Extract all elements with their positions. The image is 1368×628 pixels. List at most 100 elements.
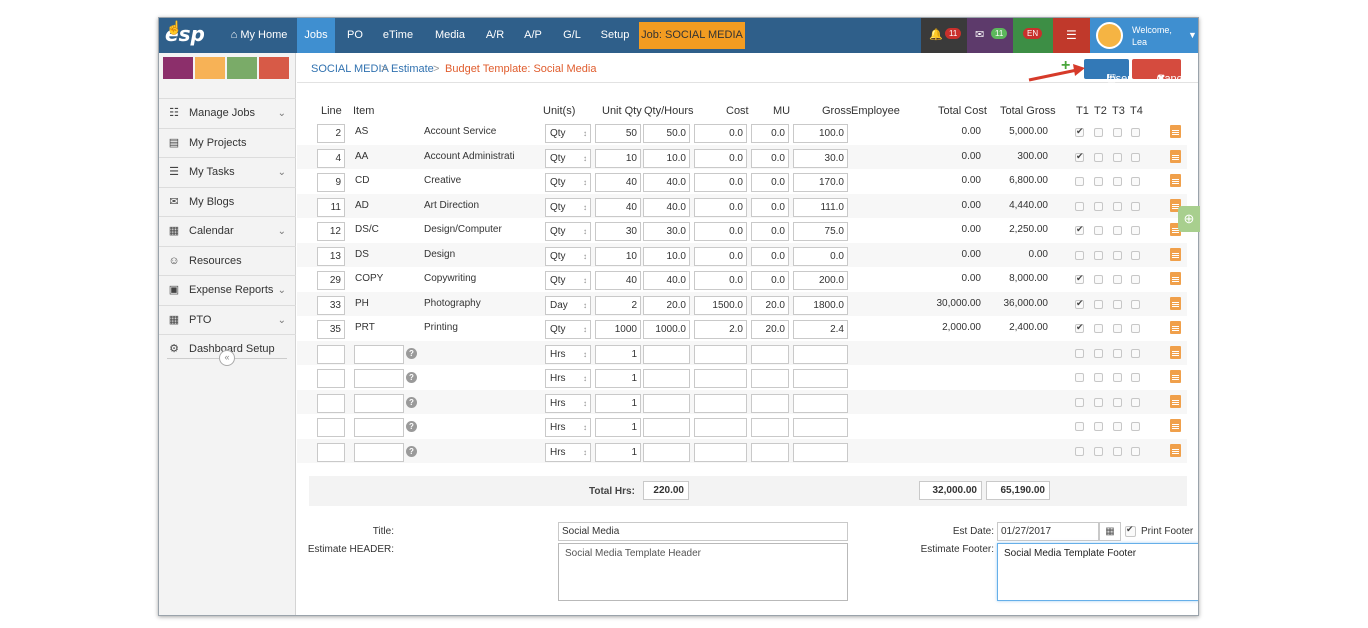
t2-checkbox[interactable] [1094, 177, 1103, 186]
t3-checkbox[interactable] [1113, 422, 1122, 431]
unit-qty-input[interactable]: 1 [595, 442, 641, 462]
est-date-input[interactable]: 01/27/2017 [997, 522, 1099, 541]
sidebar-item-my-tasks[interactable]: ☰ My Tasks ⌄ [159, 157, 296, 186]
t1-checkbox[interactable] [1075, 177, 1084, 186]
unit-qty-input[interactable]: 40 [595, 271, 641, 290]
unit-select[interactable]: Qty ↕ [545, 173, 591, 192]
nav-jobs[interactable]: Jobs [297, 18, 335, 53]
help-icon[interactable]: ? [406, 421, 417, 432]
qty-hours-input[interactable]: 40.0 [643, 197, 690, 217]
mu-input[interactable] [751, 442, 789, 462]
t1-checkbox[interactable] [1075, 298, 1084, 309]
cost-input[interactable]: 0.0 [694, 124, 747, 143]
nav-gl[interactable]: G/L [563, 29, 581, 41]
gross-input[interactable]: 0.0 [793, 246, 848, 266]
t3-checkbox[interactable] [1113, 128, 1122, 137]
t3-checkbox[interactable] [1113, 250, 1122, 260]
line-number-input[interactable] [317, 442, 345, 462]
line-number-input[interactable]: 13 [317, 246, 345, 266]
line-number-input[interactable] [317, 418, 345, 437]
mu-input[interactable] [751, 369, 789, 388]
t3-checkbox[interactable] [1113, 324, 1122, 333]
unit-select[interactable]: Qty ↕ [545, 246, 591, 266]
unit-select[interactable]: Qty ↕ [545, 271, 591, 290]
nav-po[interactable]: PO [347, 29, 363, 41]
t1-checkbox[interactable] [1075, 151, 1084, 162]
cost-input[interactable]: 0.0 [694, 246, 747, 266]
chevron-down-icon[interactable]: ⌄ [277, 285, 286, 296]
cancel-button[interactable]: ✖ Cancel [1132, 59, 1191, 85]
qty-hours-input[interactable]: 10.0 [643, 246, 690, 266]
add-line-icon[interactable]: + [1061, 57, 1071, 74]
chevron-down-icon[interactable]: ⌄ [277, 167, 286, 178]
insert-button[interactable]: 🖫 Insert [1084, 59, 1134, 85]
gross-input[interactable] [793, 344, 848, 364]
line-number-input[interactable]: 4 [317, 148, 345, 168]
unit-qty-input[interactable]: 40 [595, 173, 641, 192]
t4-checkbox[interactable] [1131, 275, 1140, 284]
mu-input[interactable]: 0.0 [751, 148, 789, 168]
unit-qty-input[interactable]: 10 [595, 246, 641, 266]
line-number-input[interactable]: 29 [317, 271, 345, 290]
swatch-green[interactable] [227, 57, 257, 79]
swatch-orange[interactable] [195, 57, 225, 79]
sidebar-item-calendar[interactable]: ▦ Calendar ⌄ [159, 216, 296, 245]
gross-input[interactable] [793, 369, 848, 388]
zoom-icon[interactable]: ⊕ [1178, 206, 1200, 232]
database-button[interactable]: ☰ [1053, 18, 1090, 53]
t4-checkbox[interactable] [1131, 250, 1140, 260]
line-number-input[interactable]: 35 [317, 320, 345, 339]
unit-select[interactable]: Hrs ↕ [545, 418, 591, 437]
swatch-red[interactable] [259, 57, 289, 79]
t3-checkbox[interactable] [1113, 275, 1122, 284]
item-code-input[interactable] [354, 442, 404, 462]
unit-select[interactable]: Qty ↕ [545, 197, 591, 217]
nav-etime[interactable]: eTime [382, 29, 414, 41]
cost-input[interactable]: 0.0 [694, 148, 747, 168]
nav-ar[interactable]: A/R [485, 29, 505, 41]
unit-select[interactable]: Day ↕ [545, 295, 591, 315]
document-icon[interactable] [1170, 394, 1181, 408]
nav-setup[interactable]: Setup [600, 29, 630, 41]
calendar-icon[interactable]: ▦ [1099, 522, 1121, 541]
t2-checkbox[interactable] [1094, 397, 1103, 407]
unit-qty-input[interactable]: 10 [595, 148, 641, 168]
t4-checkbox[interactable] [1131, 177, 1140, 186]
document-icon[interactable] [1170, 419, 1181, 432]
help-icon[interactable]: ? [406, 396, 417, 408]
document-icon[interactable] [1170, 198, 1181, 212]
qty-hours-input[interactable]: 20.0 [643, 295, 690, 315]
unit-select[interactable]: Hrs ↕ [545, 442, 591, 462]
t2-checkbox[interactable] [1094, 324, 1103, 333]
t4-checkbox[interactable] [1131, 128, 1140, 137]
sidebar-item-dashboard-setup[interactable]: ⚙ Dashboard Setup [159, 334, 296, 363]
cost-input[interactable]: 0.0 [694, 173, 747, 192]
cost-input[interactable]: 1500.0 [694, 295, 747, 315]
mu-input[interactable] [751, 393, 789, 413]
document-icon[interactable] [1170, 345, 1181, 359]
nav-media[interactable]: Media [435, 29, 465, 41]
document-icon[interactable] [1170, 174, 1181, 187]
document-icon[interactable] [1170, 321, 1181, 334]
qty-hours-input[interactable] [643, 393, 690, 413]
line-number-input[interactable] [317, 344, 345, 364]
sidebar-item-expense-reports[interactable]: ▣ Expense Reports ⌄ [159, 275, 296, 304]
document-icon[interactable] [1170, 247, 1181, 261]
unit-select[interactable]: Qty ↕ [545, 148, 591, 168]
qty-hours-input[interactable] [643, 369, 690, 388]
sidebar-item-my-projects[interactable]: ▤ My Projects [159, 127, 296, 157]
t4-checkbox[interactable] [1131, 299, 1140, 309]
mu-input[interactable]: 0.0 [751, 222, 789, 241]
t1-checkbox[interactable] [1075, 322, 1084, 333]
unit-qty-input[interactable]: 50 [595, 124, 641, 143]
gross-input[interactable] [793, 418, 848, 437]
sidebar-item-my-blogs[interactable]: ✉ My Blogs [159, 186, 296, 216]
unit-qty-input[interactable]: 40 [595, 197, 641, 217]
t2-checkbox[interactable] [1094, 422, 1103, 431]
unit-qty-input[interactable]: 30 [595, 222, 641, 241]
t1-checkbox[interactable] [1075, 126, 1084, 137]
unit-qty-input[interactable]: 1 [595, 344, 641, 364]
t1-checkbox[interactable] [1075, 348, 1084, 358]
t3-checkbox[interactable] [1113, 373, 1122, 382]
mu-input[interactable]: 0.0 [751, 271, 789, 290]
